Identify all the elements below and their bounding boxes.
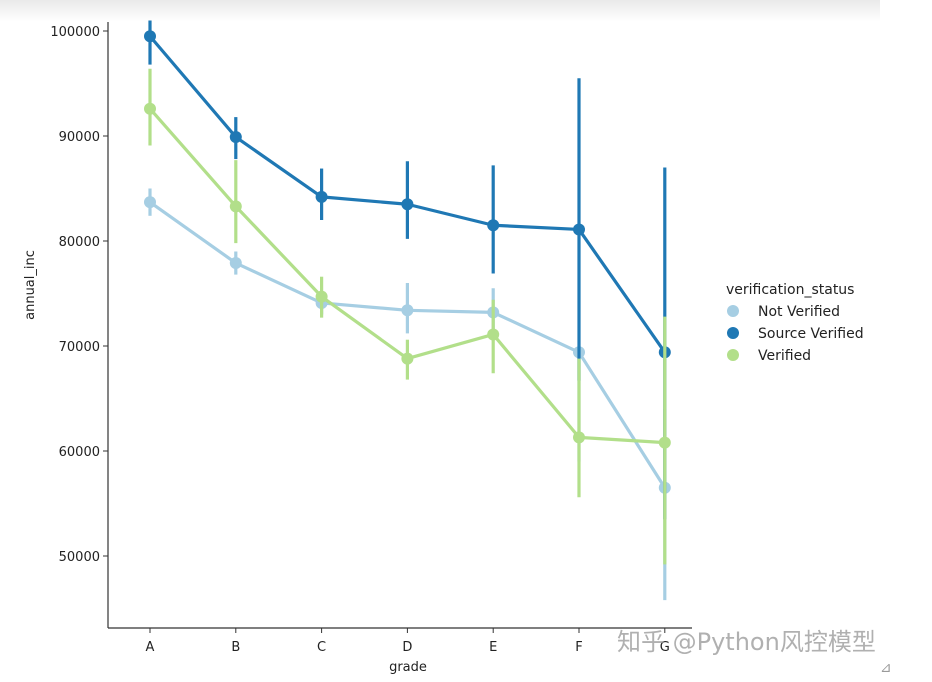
data-point: [487, 328, 500, 341]
series-verified: [144, 68, 671, 565]
x-tick-label: E: [489, 640, 497, 655]
series-layer: [144, 20, 671, 601]
y-tick-label: 100000: [50, 25, 100, 40]
data-point: [144, 196, 156, 209]
legend-label: Source Verified: [758, 326, 864, 342]
data-point: [658, 436, 671, 449]
legend-marker: [727, 327, 739, 339]
y-tick-label: 70000: [59, 340, 100, 355]
data-point: [229, 200, 242, 213]
data-point: [573, 431, 585, 444]
data-point: [573, 223, 585, 236]
x-tick-label: D: [402, 640, 412, 655]
y-tick-label: 50000: [59, 550, 100, 565]
data-point: [401, 198, 414, 211]
data-point: [401, 352, 414, 365]
y-axis-label: annual_inc: [23, 250, 38, 320]
y-tick-label: 60000: [59, 445, 100, 460]
x-tick-label: F: [575, 640, 582, 655]
legend-title: verification_status: [726, 282, 854, 298]
data-point: [229, 257, 242, 270]
y-tick-label: 80000: [59, 235, 100, 250]
series-line: [148, 107, 665, 445]
x-tick-label: C: [317, 640, 326, 655]
x-tick-label: G: [660, 640, 670, 655]
data-point: [144, 102, 156, 115]
data-point: [315, 290, 328, 303]
legend-marker: [727, 305, 739, 317]
data-point: [315, 190, 328, 203]
legend: verification_status Not Verified Source Ve…: [726, 282, 864, 364]
corner-mark: ⊿: [880, 660, 892, 676]
data-point: [144, 30, 156, 43]
data-point: [401, 304, 414, 317]
x-axis-label: grade: [389, 660, 427, 675]
watermark: 知乎 @Python风控模型: [617, 628, 876, 656]
x-tick-label: A: [146, 640, 155, 655]
legend-label: Not Verified: [758, 304, 840, 320]
legend-label: Verified: [758, 348, 811, 364]
series-source-verified: [144, 20, 671, 520]
legend-marker: [727, 349, 739, 361]
y-tick-label: 90000: [59, 130, 100, 145]
x-tick-label: B: [231, 640, 240, 655]
data-point: [487, 219, 500, 232]
axes: 50000 60000 70000 80000 90000 100000 A B C D E F Ggr…: [23, 22, 692, 675]
data-point: [229, 131, 242, 144]
top-shadow: [0, 0, 880, 22]
